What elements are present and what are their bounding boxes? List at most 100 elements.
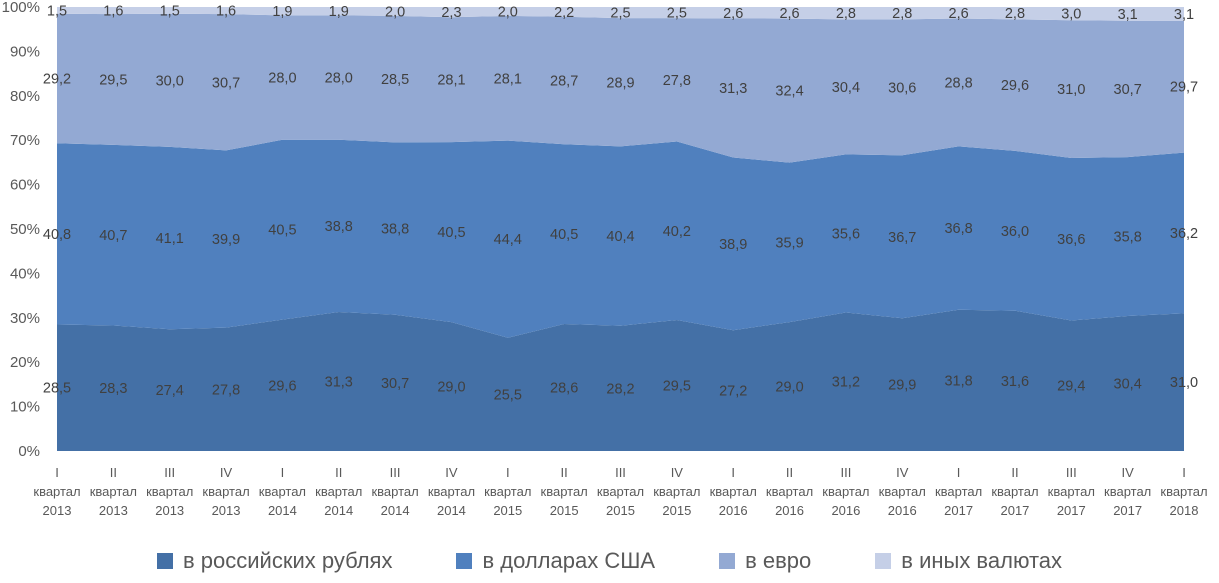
data-label-rub: 30,4	[1114, 377, 1142, 393]
y-tick-label: 50%	[10, 221, 40, 238]
data-label-other: 2,6	[949, 6, 969, 22]
data-label-usd: 38,8	[381, 222, 409, 238]
data-label-rub: 28,5	[43, 381, 71, 397]
data-label-other: 2,6	[779, 6, 799, 22]
x-tick-label: IV квартал 2016	[879, 465, 926, 518]
data-label-usd: 44,4	[494, 232, 522, 248]
data-label-eur: 29,5	[99, 73, 127, 89]
data-label-eur: 31,0	[1057, 82, 1085, 98]
data-label-eur: 28,7	[550, 73, 578, 89]
data-label-eur: 30,4	[832, 80, 860, 96]
y-tick-label: 0%	[18, 443, 40, 460]
data-label-eur: 29,6	[1001, 78, 1029, 94]
data-label-rub: 27,2	[719, 384, 747, 400]
data-label-eur: 27,8	[663, 73, 691, 89]
data-label-other: 1,9	[329, 4, 349, 20]
data-label-usd: 36,7	[888, 230, 916, 246]
data-label-eur: 29,2	[43, 71, 71, 87]
legend-swatch-usd	[456, 553, 473, 569]
data-label-rub: 29,4	[1057, 379, 1085, 395]
area-series-usd	[57, 139, 1184, 338]
data-label-eur: 28,0	[268, 71, 296, 87]
y-tick-label: 30%	[10, 310, 40, 327]
y-tick-label: 40%	[10, 265, 40, 282]
y-tick-label: 90%	[10, 43, 40, 60]
data-label-rub: 28,6	[550, 381, 578, 397]
legend-item-eur: в евро	[719, 548, 811, 574]
data-label-eur: 32,4	[775, 84, 803, 100]
data-label-other: 3,1	[1174, 7, 1194, 23]
x-tick-label: II квартал 2017	[991, 465, 1038, 518]
data-label-usd: 35,6	[832, 226, 860, 242]
data-label-eur: 29,7	[1170, 80, 1198, 96]
data-label-usd: 39,9	[212, 232, 240, 248]
x-tick-label: IV квартал 2017	[1104, 465, 1151, 518]
data-label-other: 2,0	[385, 4, 405, 20]
data-label-rub: 27,8	[212, 382, 240, 398]
data-label-other: 2,0	[498, 4, 518, 20]
y-tick-label: 20%	[10, 354, 40, 371]
data-label-rub: 29,6	[268, 378, 296, 394]
data-label-rub: 31,0	[1170, 375, 1198, 391]
data-label-eur: 31,3	[719, 81, 747, 97]
data-label-usd: 36,0	[1001, 224, 1029, 240]
data-label-other: 2,5	[667, 6, 687, 22]
area-series-rub	[57, 309, 1184, 451]
data-label-usd: 35,8	[1114, 230, 1142, 246]
data-label-rub: 31,3	[325, 375, 353, 391]
x-tick-label: II квартал 2015	[541, 465, 588, 518]
data-label-rub: 28,2	[606, 381, 634, 397]
data-label-other: 1,5	[160, 3, 180, 19]
data-label-eur: 28,1	[494, 71, 522, 87]
y-tick-label: 80%	[10, 88, 40, 105]
data-label-rub: 28,3	[99, 381, 127, 397]
y-tick-label: 100%	[2, 0, 40, 16]
legend-swatch-rub	[156, 553, 173, 569]
data-label-rub: 29,0	[775, 380, 803, 396]
legend-label-usd: в долларах США	[482, 548, 656, 573]
y-tick-label: 10%	[10, 399, 40, 416]
data-label-rub: 25,5	[494, 387, 522, 403]
data-label-eur: 30,0	[156, 73, 184, 89]
data-label-rub: 29,5	[663, 379, 691, 395]
data-label-other: 2,6	[723, 6, 743, 22]
data-label-rub: 29,9	[888, 378, 916, 394]
y-tick-label: 60%	[10, 177, 40, 194]
data-label-usd: 35,9	[775, 235, 803, 251]
x-tick-label: III квартал 2017	[1048, 465, 1095, 518]
legend-item-rub: в российских рублях	[156, 548, 393, 574]
data-label-usd: 36,6	[1057, 232, 1085, 248]
data-label-rub: 29,0	[437, 380, 465, 396]
data-label-other: 2,2	[554, 5, 574, 21]
data-label-usd: 40,4	[606, 229, 634, 245]
legend-swatch-eur	[719, 553, 736, 569]
data-label-usd: 38,8	[325, 219, 353, 235]
data-label-other: 3,0	[1061, 7, 1081, 23]
data-label-eur: 30,7	[1114, 82, 1142, 98]
x-tick-label: II квартал 2016	[766, 465, 813, 518]
data-label-usd: 40,7	[99, 228, 127, 244]
data-label-usd: 36,2	[1170, 226, 1198, 242]
x-tick-label: III квартал 2015	[597, 465, 644, 518]
data-label-rub: 27,4	[156, 383, 184, 399]
legend-label-eur: в евро	[745, 548, 812, 573]
legend-label-rub: в российских рублях	[182, 548, 393, 573]
x-tick-label: II квартал 2014	[315, 465, 362, 518]
area-series-eur	[57, 13, 1184, 163]
data-label-other: 1,9	[272, 4, 292, 20]
data-label-eur: 28,8	[944, 75, 972, 91]
x-tick-label: III квартал 2016	[822, 465, 869, 518]
data-label-other: 2,8	[892, 6, 912, 22]
data-label-other: 2,3	[441, 5, 461, 21]
data-label-rub: 31,6	[1001, 374, 1029, 390]
data-label-usd: 40,5	[550, 227, 578, 243]
area-series-other	[57, 7, 1184, 21]
data-label-eur: 28,9	[606, 75, 634, 91]
